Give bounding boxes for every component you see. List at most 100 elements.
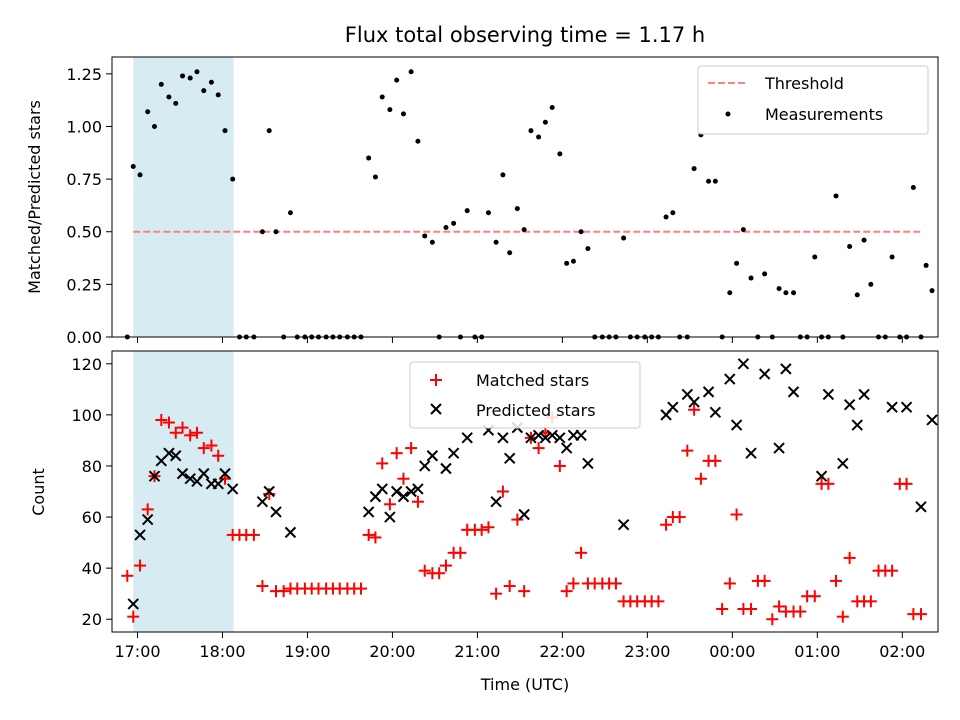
measurement-point xyxy=(194,69,200,75)
matched-star-point xyxy=(169,426,182,439)
y-tick-label: 0.25 xyxy=(66,275,102,294)
matched-star-point xyxy=(745,603,758,616)
measurement-point xyxy=(215,92,221,98)
predicted-star-point xyxy=(539,432,552,444)
y-tick-label: 120 xyxy=(71,355,102,374)
matched-star-point xyxy=(836,610,849,623)
y-tick-label: 0.00 xyxy=(66,328,102,347)
predicted-star-point xyxy=(362,506,375,518)
matched-star-point xyxy=(155,413,168,426)
predicted-star-point xyxy=(405,485,417,498)
measurement-point xyxy=(712,178,718,184)
measurement-point xyxy=(783,290,789,296)
predicted-star-point xyxy=(170,450,182,462)
measurement-point xyxy=(861,237,867,243)
matched-star-point xyxy=(184,429,197,442)
matched-star-point xyxy=(518,585,531,598)
matched-star-point xyxy=(197,442,210,455)
measurement-point xyxy=(387,107,393,113)
matched-star-point xyxy=(433,567,446,580)
y-axis-ticks: 20 40 60 80 100 120 xyxy=(71,355,112,629)
predicted-star-point xyxy=(525,432,537,444)
measurement-point xyxy=(740,227,746,233)
predicted-star-point xyxy=(886,401,898,413)
predicted-star-point xyxy=(617,519,630,531)
matched-star-point xyxy=(681,444,694,457)
legend-predicted-label: Predicted stars xyxy=(476,401,596,420)
matched-star-point xyxy=(730,508,743,521)
measurement-point xyxy=(366,155,372,161)
observing-window-highlight xyxy=(133,57,234,337)
measurement-point xyxy=(422,233,428,239)
y-tick-label: 1.25 xyxy=(66,65,102,84)
matched-star-point xyxy=(808,590,821,603)
matched-star-point xyxy=(176,421,189,434)
matched-star-point xyxy=(652,595,665,608)
x-axis-ticks: 17:00 18:00 19:00 20:00 21:00 22:00 23:00 00:00… xyxy=(114,632,925,661)
top-panel-ratio: Flux total observing time = 1.17 h 0.00 0… xyxy=(25,23,939,347)
matched-star-point xyxy=(716,603,729,616)
predicted-star-point xyxy=(915,501,927,513)
predicted-star-point xyxy=(730,419,743,431)
predicted-star-point xyxy=(787,386,800,398)
y-axis-ticks: 0.00 0.25 0.50 0.75 1.00 1.25 xyxy=(66,65,112,347)
predicted-star-point xyxy=(134,529,146,541)
matched-star-point xyxy=(553,459,566,472)
measurement-point xyxy=(372,174,378,180)
predicted-star-point xyxy=(390,485,403,498)
measurement-point xyxy=(208,79,214,85)
predicted-star-point xyxy=(709,406,722,419)
predicted-star-point xyxy=(256,496,269,508)
predicted-star-point xyxy=(497,432,509,444)
matched-star-point xyxy=(121,569,134,582)
measurement-point xyxy=(507,250,513,256)
matched-star-point xyxy=(383,498,396,511)
measurement-point xyxy=(485,210,491,216)
measurement-point xyxy=(408,69,414,75)
matched-star-point xyxy=(900,477,913,490)
matched-star-point xyxy=(190,426,203,439)
predicted-star-point xyxy=(822,388,835,401)
matched-star-point xyxy=(915,608,928,621)
matched-star-point xyxy=(411,495,424,508)
legend-threshold-label: Threshold xyxy=(764,74,844,93)
matched-star-point xyxy=(390,447,403,460)
y-tick-label: 60 xyxy=(82,508,102,527)
predicted-star-point xyxy=(419,460,431,472)
matched-star-point xyxy=(212,449,225,462)
legend-matched-label: Matched stars xyxy=(476,371,589,390)
measurement-point xyxy=(585,246,591,252)
predicted-star-point xyxy=(384,511,396,523)
measurement-point xyxy=(833,193,839,199)
measurement-point xyxy=(564,260,570,266)
y-tick-label: 0.50 xyxy=(66,223,102,242)
predicted-star-point xyxy=(284,526,297,539)
measurement-point xyxy=(130,163,136,169)
predicted-star-point xyxy=(926,414,938,426)
y-tick-label: 0.75 xyxy=(66,170,102,189)
predicted-star-point xyxy=(212,478,224,490)
measurement-point xyxy=(734,260,740,266)
matched-star-point xyxy=(843,551,856,564)
matched-star-point xyxy=(886,564,899,577)
matched-star-point xyxy=(376,457,389,470)
matched-star-point xyxy=(575,546,588,559)
matched-star-point xyxy=(369,531,382,544)
x-tick-label: 21:00 xyxy=(454,642,500,661)
predicted-star-point xyxy=(724,373,736,385)
predicted-star-point xyxy=(184,473,196,485)
y-tick-label: 20 xyxy=(82,610,102,629)
predicted-star-point xyxy=(582,457,594,470)
measurement-point xyxy=(394,77,400,83)
predicted-star-point xyxy=(560,442,573,454)
chart-title: Flux total observing time = 1.17 h xyxy=(345,23,705,47)
x-tick-label: 18:00 xyxy=(199,642,245,661)
matched-star-point xyxy=(397,472,410,485)
plot-frame xyxy=(111,350,939,633)
x-tick-label: 17:00 xyxy=(114,642,160,661)
predicted-star-point xyxy=(758,368,771,380)
predicted-star-point xyxy=(773,442,785,454)
measurement-point xyxy=(415,138,421,144)
measurement-point xyxy=(670,210,676,216)
